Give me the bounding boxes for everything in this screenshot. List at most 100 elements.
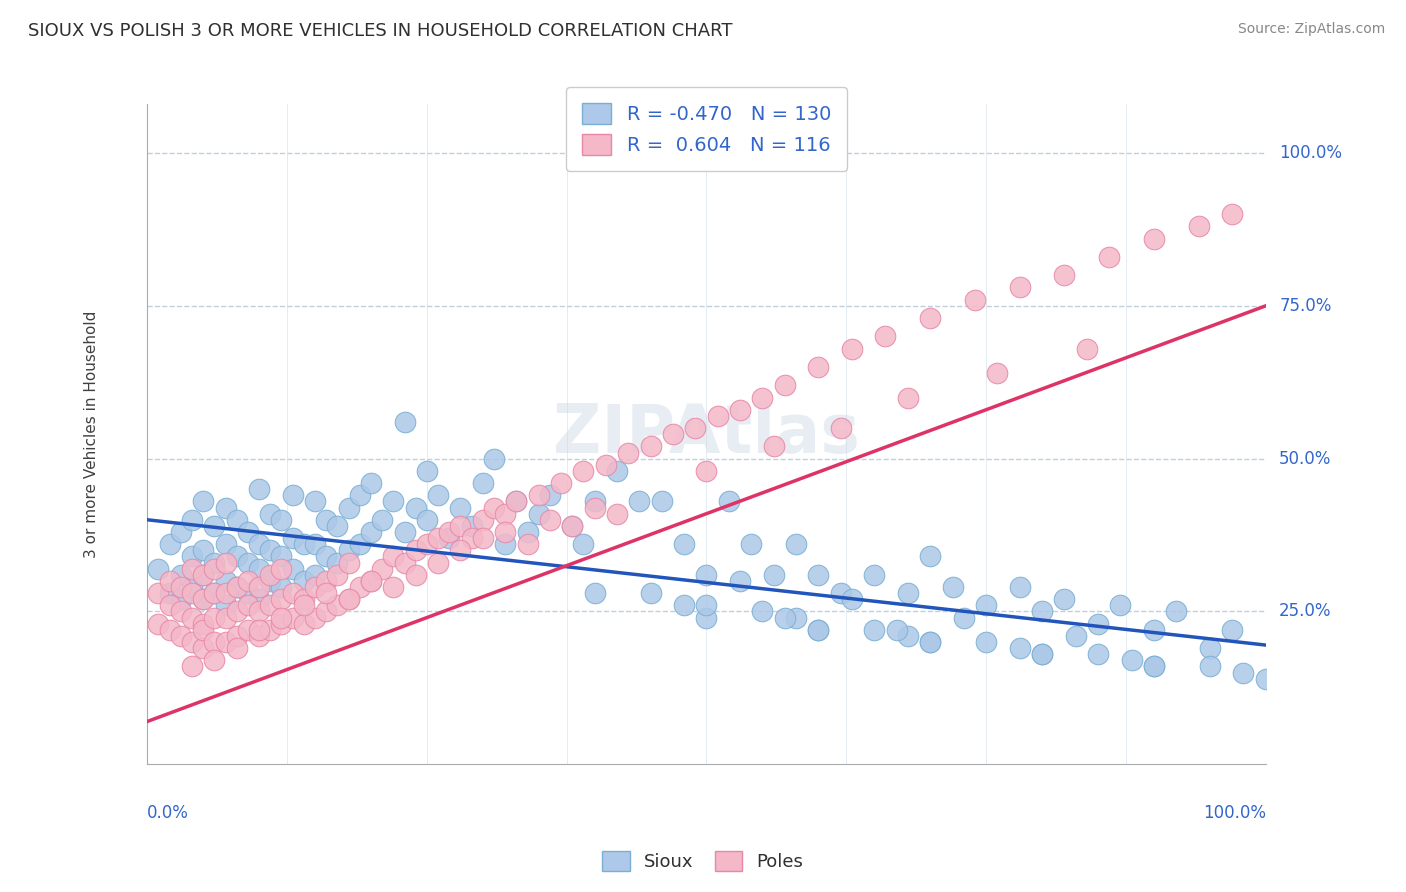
Point [270,610,292,624]
Point [181,580,204,594]
Point [371,562,394,576]
Point [640,586,662,600]
Point [583,494,606,508]
Point [830,421,852,435]
Text: 50.0%: 50.0% [1279,450,1331,467]
Point [941,580,963,594]
Point [259,543,281,558]
Point [270,616,292,631]
Point [427,531,450,545]
Point [170,524,193,539]
Point [394,524,416,539]
Point [673,599,696,613]
Point [662,427,685,442]
Text: 100.0%: 100.0% [1279,144,1343,162]
Point [640,439,662,453]
Text: ZIPAtlas: ZIPAtlas [553,401,860,467]
Point [538,513,561,527]
Point [214,500,236,515]
Point [214,599,236,613]
Point [1031,647,1053,661]
Point [159,599,181,613]
Point [304,537,326,551]
Point [695,567,717,582]
Point [225,604,247,618]
Point [505,494,527,508]
Point [1121,653,1143,667]
Point [920,635,942,649]
Point [583,500,606,515]
Point [1254,672,1277,686]
Point [281,488,304,502]
Point [494,537,516,551]
Point [337,592,360,607]
Point [304,567,326,582]
Point [583,586,606,600]
Point [326,519,349,533]
Point [963,293,986,307]
Point [292,574,315,588]
Point [247,537,270,551]
Point [773,610,796,624]
Point [259,507,281,521]
Point [181,659,204,673]
Point [337,556,360,570]
Point [193,567,215,582]
Point [270,592,292,607]
Point [360,524,382,539]
Point [360,574,382,588]
Point [606,464,628,478]
Point [193,592,215,607]
Point [181,586,204,600]
Point [1087,647,1109,661]
Point [1008,280,1031,294]
Point [416,537,439,551]
Legend: Sioux, Poles: Sioux, Poles [595,844,811,879]
Point [371,513,394,527]
Point [236,586,259,600]
Point [606,507,628,521]
Point [516,537,538,551]
Point [315,574,337,588]
Point [247,580,270,594]
Point [695,610,717,624]
Point [427,488,450,502]
Point [439,524,461,539]
Point [315,604,337,618]
Point [394,415,416,429]
Point [449,543,471,558]
Point [193,641,215,656]
Point [773,378,796,392]
Point [202,586,225,600]
Point [460,531,482,545]
Point [202,556,225,570]
Point [193,623,215,637]
Point [170,629,193,643]
Point [952,610,974,624]
Point [1187,219,1209,234]
Text: SIOUX VS POLISH 3 OR MORE VEHICLES IN HOUSEHOLD CORRELATION CHART: SIOUX VS POLISH 3 OR MORE VEHICLES IN HO… [28,22,733,40]
Point [193,543,215,558]
Point [170,604,193,618]
Point [762,567,785,582]
Point [471,476,494,491]
Point [225,641,247,656]
Point [337,592,360,607]
Point [159,574,181,588]
Point [181,635,204,649]
Point [572,537,595,551]
Point [863,623,886,637]
Point [516,524,538,539]
Point [247,562,270,576]
Point [1064,629,1087,643]
Point [170,592,193,607]
Point [416,464,439,478]
Point [292,616,315,631]
Point [897,391,920,405]
Point [382,580,405,594]
Point [170,567,193,582]
Point [740,537,762,551]
Point [360,574,382,588]
Point [159,537,181,551]
Point [270,549,292,564]
